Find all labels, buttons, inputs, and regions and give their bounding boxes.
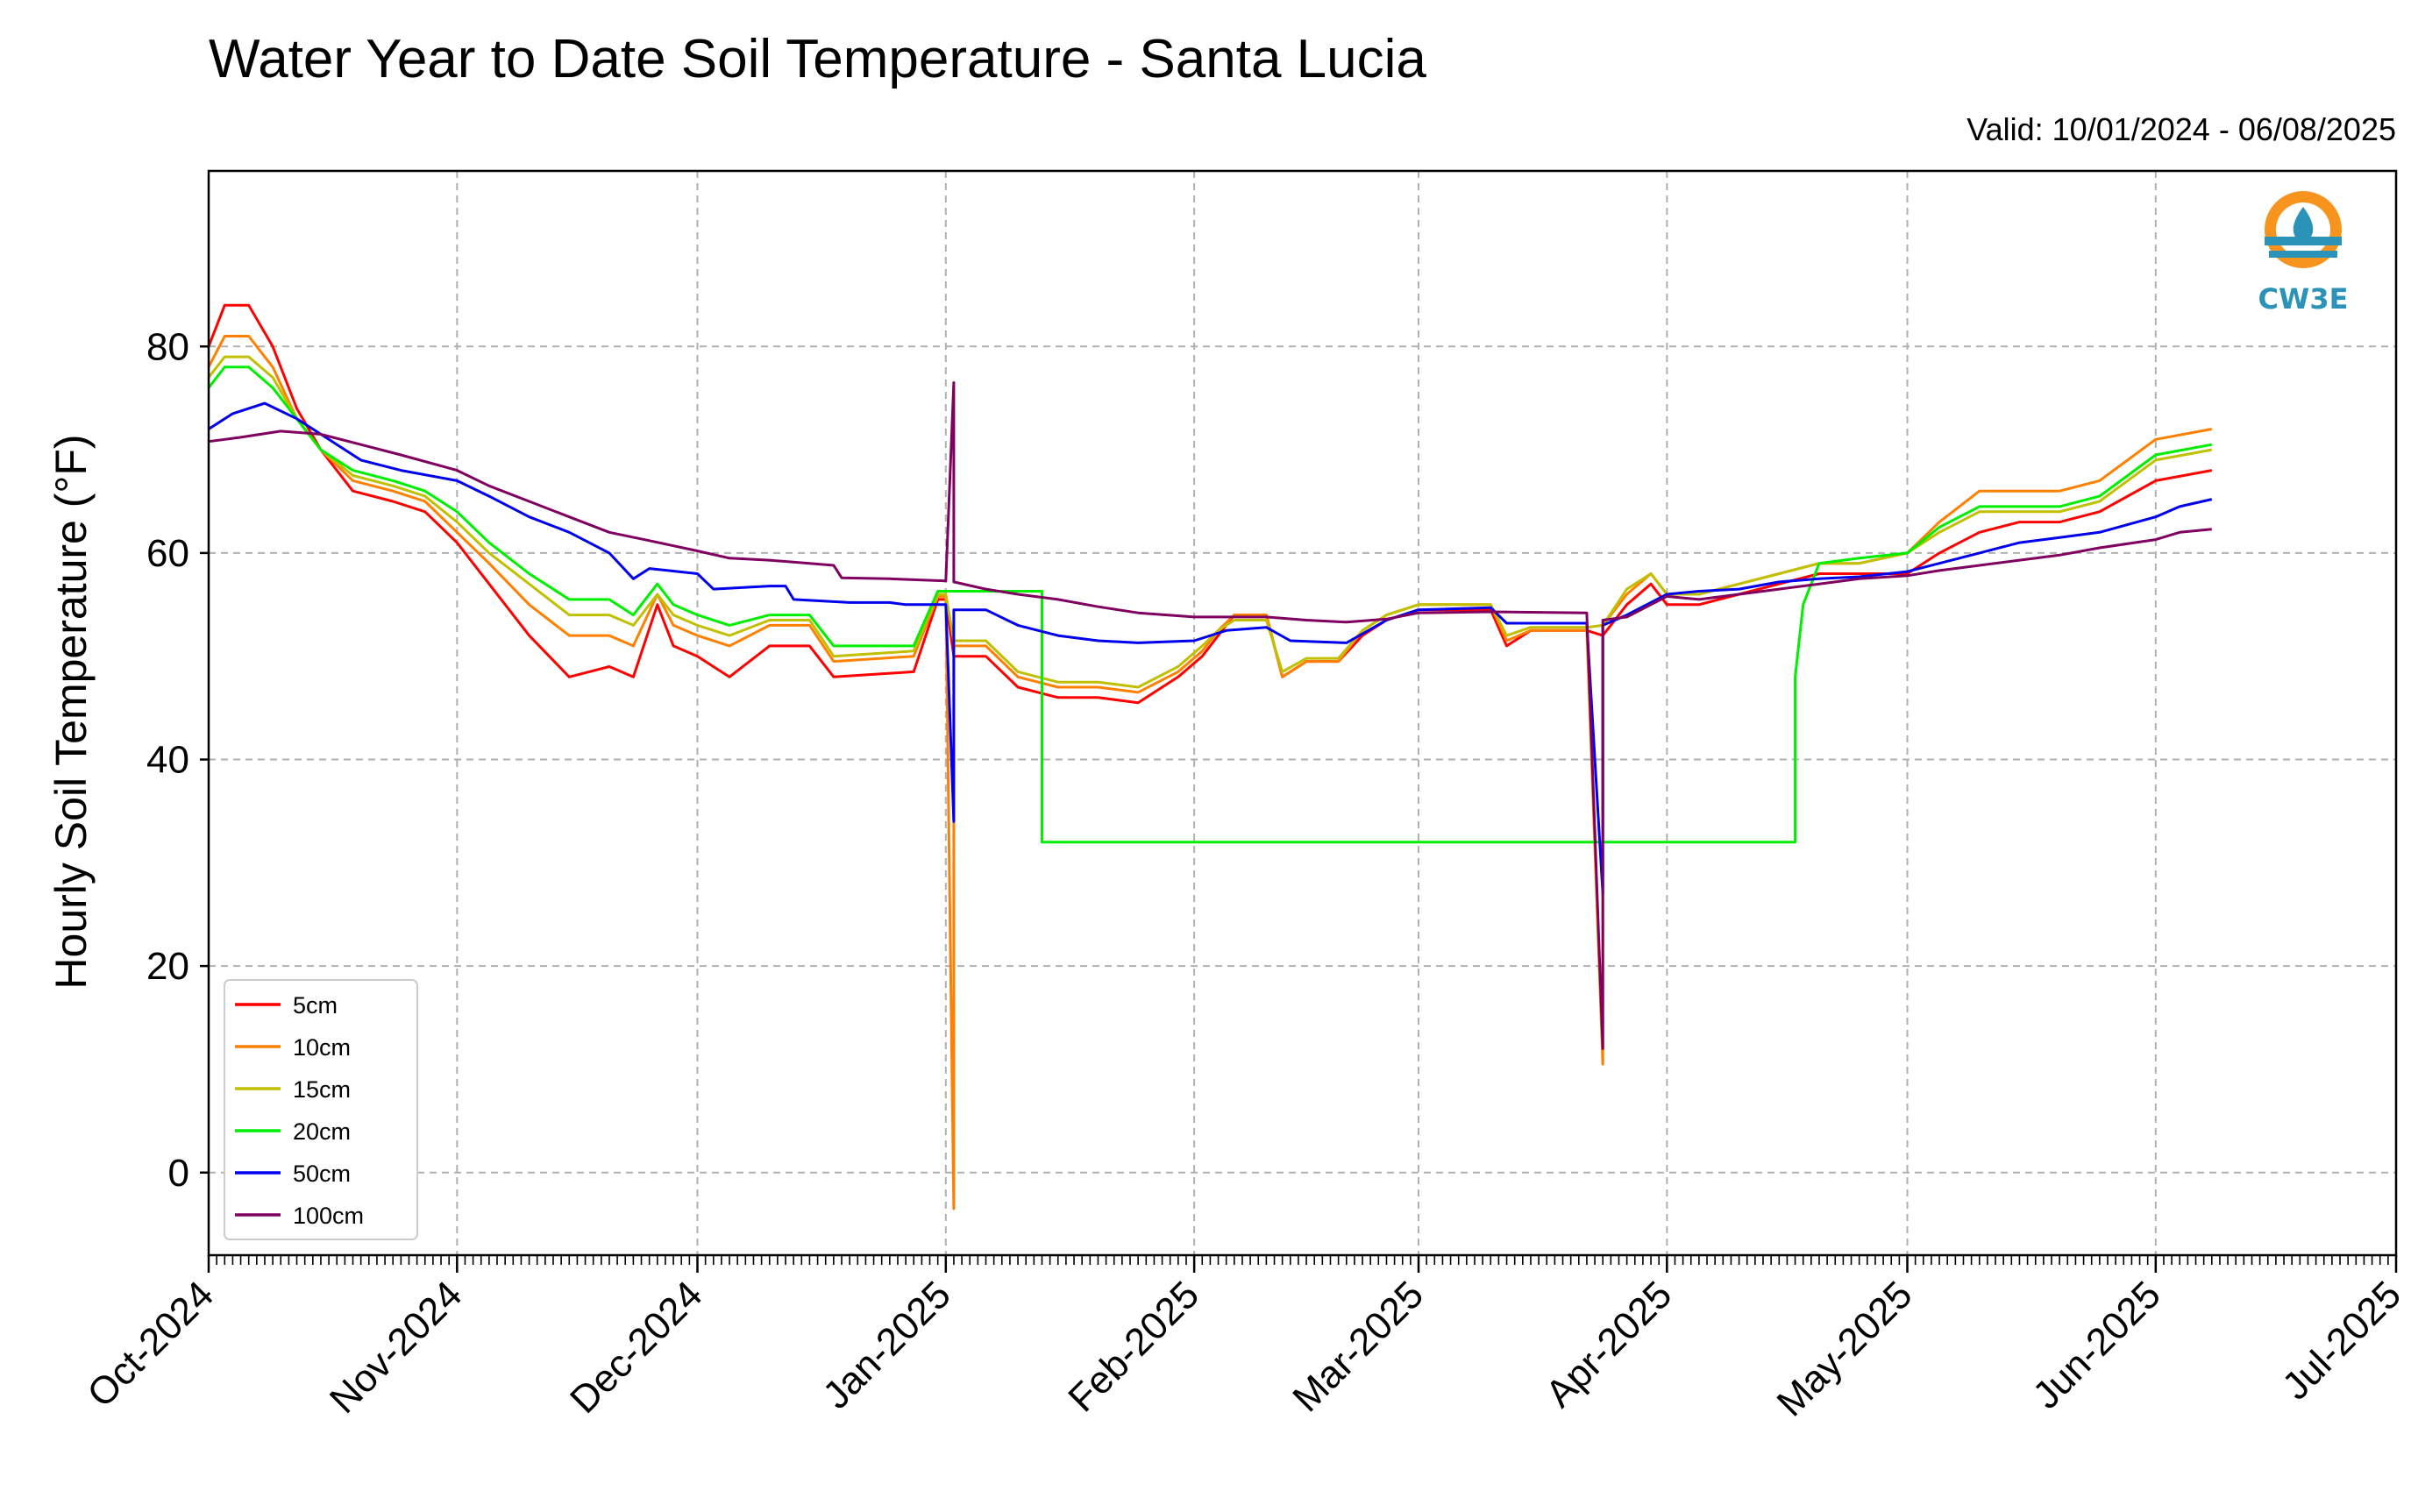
y-tick-label: 40 xyxy=(146,739,189,782)
x-tick-label: Jan-2025 xyxy=(814,1273,958,1416)
logo-drop-icon xyxy=(2293,207,2314,244)
grid xyxy=(209,171,2396,1255)
legend: 5cm 10cm 15cm 20cm 50cm 100cm xyxy=(224,979,418,1240)
logo-text: CW3E xyxy=(2258,282,2349,316)
x-tick-label: Nov-2024 xyxy=(322,1273,471,1422)
series-line-100cm xyxy=(208,381,2212,1050)
x-tick-label: Jun-2025 xyxy=(2025,1273,2169,1416)
y-axis: 0 20 40 60 80 xyxy=(146,325,209,1195)
data-series xyxy=(207,303,2213,1210)
y-tick-label: 0 xyxy=(168,1152,189,1195)
chart-subtitle: Valid: 10/01/2024 - 06/08/2025 xyxy=(1966,111,2396,147)
legend-label-15cm: 15cm xyxy=(293,1076,351,1103)
y-tick-label: 80 xyxy=(146,325,189,368)
series-line-50cm xyxy=(208,401,2213,896)
x-tick-label: Dec-2024 xyxy=(562,1273,711,1422)
legend-label-20cm: 20cm xyxy=(293,1118,351,1145)
cw3e-logo: CW3E xyxy=(2258,191,2349,316)
y-tick-label: 60 xyxy=(146,532,189,575)
x-tick-label: Mar-2025 xyxy=(1284,1273,1432,1420)
legend-label-10cm: 10cm xyxy=(293,1034,351,1061)
x-tick-label: May-2025 xyxy=(1769,1273,1921,1424)
chart-title: Water Year to Date Soil Temperature - Sa… xyxy=(209,29,1426,89)
x-tick-label: Feb-2025 xyxy=(1060,1273,1207,1420)
x-axis: Oct-2024 Nov-2024 Dec-2024 Jan-2025 Feb-2025… xyxy=(79,1255,2409,1424)
legend-box xyxy=(224,979,418,1240)
series-line-5cm xyxy=(207,303,2213,705)
logo-wave-icon-2 xyxy=(2269,251,2337,258)
legend-label-50cm: 50cm xyxy=(293,1161,351,1187)
x-minor-ticks xyxy=(208,1255,2397,1265)
legend-label-5cm: 5cm xyxy=(293,992,338,1019)
plot-frame xyxy=(207,169,2398,1257)
series-line-10cm xyxy=(207,335,2213,1210)
series-line-15cm xyxy=(207,355,2213,689)
y-axis-label: Hourly Soil Temperature (°F) xyxy=(46,434,96,989)
y-tick-label: 20 xyxy=(146,945,189,988)
x-tick-label: Jul-2025 xyxy=(2274,1273,2409,1408)
legend-label-100cm: 100cm xyxy=(293,1203,364,1229)
logo-wave-icon xyxy=(2265,237,2342,245)
x-tick-label: Apr-2025 xyxy=(1538,1273,1681,1416)
x-tick-label: Oct-2024 xyxy=(79,1273,222,1416)
series-line-20cm xyxy=(207,366,2213,844)
